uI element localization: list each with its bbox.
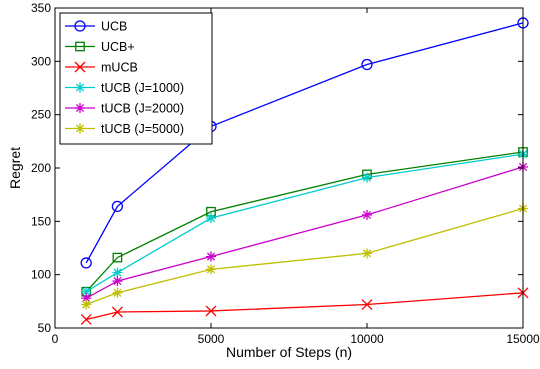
data-point-stroke-b [206,252,216,261]
legend-entry: mUCB [65,61,138,75]
data-point-stroke-b [111,306,123,318]
legend-marker [75,103,85,113]
data-point-shape [112,252,123,263]
data-point-stroke-b [362,173,372,182]
legend-entry: UCB+ [65,40,135,54]
data-point [80,314,92,325]
legend-marker [74,61,86,73]
legend-marker-stroke-b [74,61,86,73]
legend-marker-shape [75,41,85,52]
legend-entry: tUCB (J=2000) [65,102,184,116]
x-tick-label: 10000 [350,332,384,346]
legend-label: UCB+ [101,40,135,54]
series-line [85,151,524,293]
data-point [112,276,123,287]
data-point [361,299,373,310]
data-point-stroke-b [82,294,91,303]
legend-entry: UCB [65,20,127,34]
series-line [85,207,524,306]
data-point [81,286,92,297]
legend-marker [75,123,85,134]
y-tick-label: 350 [31,1,51,15]
legend-entry: tUCB (J=5000) [65,122,184,136]
data-point [206,213,216,224]
legend-label: tUCB (J=2000) [101,102,184,116]
data-point-stroke-b [113,288,122,297]
legend-marker-shape [74,20,86,32]
data-point-stroke-b [113,277,122,286]
data-point [206,251,216,262]
data-point-stroke-b [206,214,216,223]
data-point-stroke-b [113,268,122,277]
data-point-shape [111,200,124,213]
legend-marker [74,20,86,32]
data-point [112,267,123,278]
legend-label: tUCB (J=5000) [101,122,184,136]
y-tick-label: 50 [38,321,52,335]
legend-marker [75,82,85,93]
data-point-stroke-b [362,210,372,219]
data-point [111,306,123,318]
data-point [361,58,373,71]
series-5 [81,203,528,310]
data-point-stroke-b [206,265,216,274]
data-point-shape [80,257,92,269]
data-point-stroke-b [205,305,217,317]
data-point [81,299,92,310]
series-1 [81,147,528,297]
data-point [81,293,92,304]
data-point [206,264,216,275]
legend-marker-stroke-b [75,103,85,113]
y-tick-label: 300 [31,54,51,68]
data-point [362,172,372,183]
data-point-stroke-b [80,314,92,325]
data-point-stroke-b [82,300,91,309]
series-4 [81,161,528,304]
x-tick-label: 0 [52,332,59,346]
data-point-stroke-b [82,287,91,296]
series-line [86,292,524,321]
data-point [362,209,372,220]
data-point-shape [361,58,373,71]
legend: UCB UCB+ mUCB tUCB (J=1000) tUCB (J=2000) tUC… [59,12,213,145]
x-tick-label: 5000 [198,332,225,346]
series-line [85,153,524,293]
data-point [362,248,372,259]
legend-label: tUCB (J=1000) [101,81,184,95]
y-tick-label: 100 [31,268,51,282]
y-tick-label: 250 [31,108,51,122]
y-tick-label: 150 [31,214,51,228]
series-2 [80,287,529,325]
plot-area [80,17,529,325]
data-point [112,252,123,263]
legend-marker-stroke-b [75,124,85,133]
axes: 0 5000 10000 15000 50 100 150 200 250 300 350 [31,1,540,346]
legend-label: mUCB [101,61,138,75]
data-point-stroke-b [362,249,372,258]
series-3 [81,149,528,297]
data-point [112,287,123,298]
legend-entry: tUCB (J=1000) [65,81,184,95]
series-line [85,166,524,299]
data-point [205,305,217,317]
data-point [111,200,124,213]
x-tick-label: 15000 [506,332,540,346]
legend-marker [75,41,85,52]
y-axis-title: Regret [7,147,23,189]
data-point [80,257,92,269]
y-tick-label: 200 [31,161,51,175]
legend-marker-stroke-b [75,83,85,92]
data-point-stroke-b [361,299,373,310]
legend-label: UCB [101,20,127,34]
legend-box [59,12,213,145]
x-axis-title: Number of Steps (n) [226,344,352,360]
